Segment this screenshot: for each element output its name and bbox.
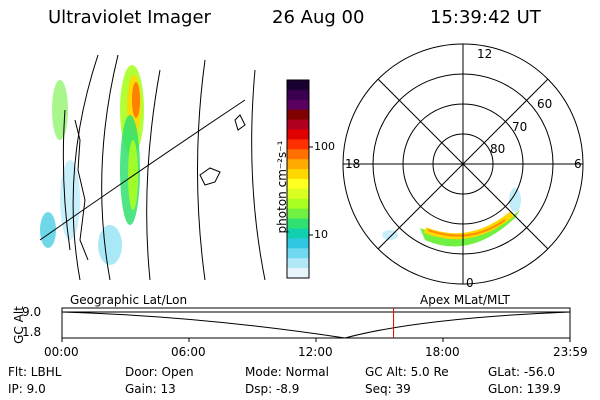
timeline-left-label: Geographic Lat/Lon [70, 293, 188, 307]
colorbar-swatch [287, 80, 309, 91]
polar-label-0: 0 [466, 276, 474, 290]
timeline-right-label: Apex MLat/MLT [420, 293, 510, 307]
colorbar-swatch [287, 159, 309, 170]
polar-label-60: 60 [537, 97, 553, 111]
aurora-emission-polar [382, 188, 521, 247]
colorbar-swatch [287, 258, 309, 269]
info-dsp: Dsp: -8.9 [245, 382, 300, 396]
app-title: Ultraviolet Imager [48, 7, 211, 28]
polar-grid [342, 43, 584, 285]
info-door: Door: Open [125, 365, 194, 379]
colorbar-swatch [287, 129, 309, 140]
colorbar-swatch [287, 268, 309, 279]
info-ip: IP: 9.0 [8, 382, 46, 396]
colorbar-swatch [287, 208, 309, 220]
polar-label-80: 80 [490, 142, 506, 156]
info-gcalt: GC Alt: 5.0 Re [365, 365, 449, 379]
colorbar-swatch [287, 248, 309, 259]
polar-label-6: 6 [574, 157, 582, 171]
aurora-emission-geo [40, 65, 144, 265]
polar-label-12: 12 [477, 47, 493, 61]
info-gain: Gain: 13 [125, 382, 176, 396]
colorbar-swatch [287, 109, 309, 121]
colorbar-swatch [287, 139, 309, 150]
colorbar-swatch [287, 188, 309, 200]
info-glat: GLat: -56.0 [488, 365, 555, 379]
colorbar-swatch [287, 238, 309, 249]
coastline [74, 114, 246, 261]
timeline-ytick-bottom: 1.8 [22, 325, 42, 339]
timeline-xtick-1800: 18:00 [425, 345, 460, 359]
colorbar-swatch [287, 179, 309, 190]
colorbar-swatch [287, 89, 309, 101]
colorbar-swatch [287, 198, 309, 210]
timeline-xtick-0600: 06:00 [171, 345, 206, 359]
colorbar-swatch [287, 169, 309, 180]
timeline-xtick-2359: 23:59 [553, 345, 588, 359]
timeline-ytick-top: 9.0 [22, 305, 42, 319]
info-glon: GLon: 139.9 [488, 382, 561, 396]
colorbar-swatch [287, 149, 309, 160]
time-label: 15:39:42 UT [430, 7, 541, 28]
timeline-xtick-0000: 00:00 [44, 345, 79, 359]
colorbar-swatch [287, 119, 309, 130]
info-flt: Flt: LBHL [8, 365, 62, 379]
colorbar-tick-100: 100 [314, 140, 335, 153]
colorbar-tick-10: 10 [314, 228, 328, 241]
info-seq: Seq: 39 [365, 382, 411, 396]
colorbar-swatch [287, 218, 309, 229]
geo-grid-lines [39, 54, 266, 281]
colorbar-swatch [287, 228, 309, 239]
timeline-xtick-1200: 12:00 [298, 345, 333, 359]
info-mode: Mode: Normal [245, 365, 329, 379]
date-label: 26 Aug 00 [272, 7, 365, 28]
polar-label-18: 18 [345, 157, 361, 171]
colorbar-swatch [287, 99, 309, 111]
polar-label-70: 70 [512, 120, 528, 134]
